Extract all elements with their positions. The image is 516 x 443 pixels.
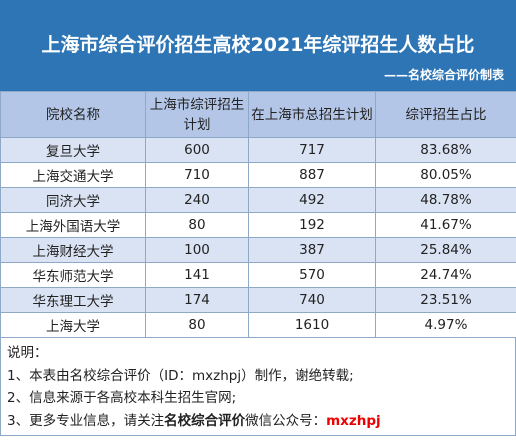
row: 同济大学 240 492 48.78%: [0, 187, 516, 213]
cell: 80: [145, 212, 249, 238]
cell: 4.97%: [375, 312, 516, 338]
notes: 说明： 1、本表由名校综合评价（ID：mxzhpj）制作，谢绝转载; 2、信息来源…: [0, 338, 516, 436]
cell: 上海大学: [0, 312, 146, 338]
note-text: 名校综合评价: [164, 412, 246, 429]
cell: 192: [248, 212, 376, 238]
note-text: mxzhpj: [326, 412, 381, 429]
cell: 上海交通大学: [0, 162, 146, 188]
column-header: 上海市综评招生计划: [145, 91, 249, 138]
title: 上海市综合评价招生高校2021年综评招生人数占比: [41, 34, 475, 56]
header: 上海市综合评价招生高校2021年综评招生人数占比 ——名校综合评价制表: [0, 0, 516, 91]
cell: 740: [248, 287, 376, 313]
header-row: 院校名称 上海市综评招生计划 在上海市总招生计划 综评招生占比: [0, 91, 516, 138]
row: 上海交通大学 710 887 80.05%: [0, 162, 516, 188]
cell: 710: [145, 162, 249, 188]
cell: 23.51%: [375, 287, 516, 313]
row: 华东理工大学 174 740 23.51%: [0, 287, 516, 313]
cell: 上海财经大学: [0, 237, 146, 263]
cell: 492: [248, 187, 376, 213]
cell: 复旦大学: [0, 137, 146, 163]
notes-heading: 说明：: [7, 345, 48, 361]
cell: 同济大学: [0, 187, 146, 213]
note-text: 微信公众号：: [245, 412, 327, 429]
cell: 1610: [248, 312, 376, 338]
cell: 华东理工大学: [0, 287, 146, 313]
note-text: 3、更多专业信息，请关注: [7, 412, 165, 429]
row: 上海财经大学 100 387 25.84%: [0, 237, 516, 263]
cell: 600: [145, 137, 249, 163]
cell: 141: [145, 262, 249, 288]
cell: 174: [145, 287, 249, 313]
table: 院校名称 上海市综评招生计划 在上海市总招生计划 综评招生占比 复旦大学 600 717 83…: [0, 91, 516, 338]
note: 3、更多专业信息，请关注名校综合评价微信公众号：mxzhpj: [7, 410, 509, 433]
row: 复旦大学 600 717 83.68%: [0, 137, 516, 163]
column-header: 院校名称: [0, 91, 146, 138]
subtitle: ——名校综合评价制表: [383, 68, 504, 82]
cell: 41.67%: [375, 212, 516, 238]
note-text: 2、信息来源于各高校本科生招生官网;: [7, 390, 237, 406]
cell: 48.78%: [375, 187, 516, 213]
cell: 100: [145, 237, 249, 263]
cell: 887: [248, 162, 376, 188]
row: 上海大学 80 1610 4.97%: [0, 312, 516, 338]
cell: 80: [145, 312, 249, 338]
cell: 83.68%: [375, 137, 516, 163]
cell: 387: [248, 237, 376, 263]
cell: 570: [248, 262, 376, 288]
cell: 25.84%: [375, 237, 516, 263]
note: 1、本表由名校综合评价（ID：mxzhpj）制作，谢绝转载;: [7, 365, 509, 388]
cell: 24.74%: [375, 262, 516, 288]
cell: 717: [248, 137, 376, 163]
cell: 80.05%: [375, 162, 516, 188]
cell: 240: [145, 187, 249, 213]
column-header: 综评招生占比: [375, 91, 516, 138]
note-text: 1、本表由名校综合评价（ID：mxzhpj）制作，谢绝转载;: [7, 367, 354, 384]
row: 华东师范大学 141 570 24.74%: [0, 262, 516, 288]
column-header: 在上海市总招生计划: [248, 91, 376, 138]
cell: 上海外国语大学: [0, 212, 146, 238]
cell: 华东师范大学: [0, 262, 146, 288]
row: 上海外国语大学 80 192 41.67%: [0, 212, 516, 238]
note: 2、信息来源于各高校本科生招生官网;: [7, 387, 509, 410]
